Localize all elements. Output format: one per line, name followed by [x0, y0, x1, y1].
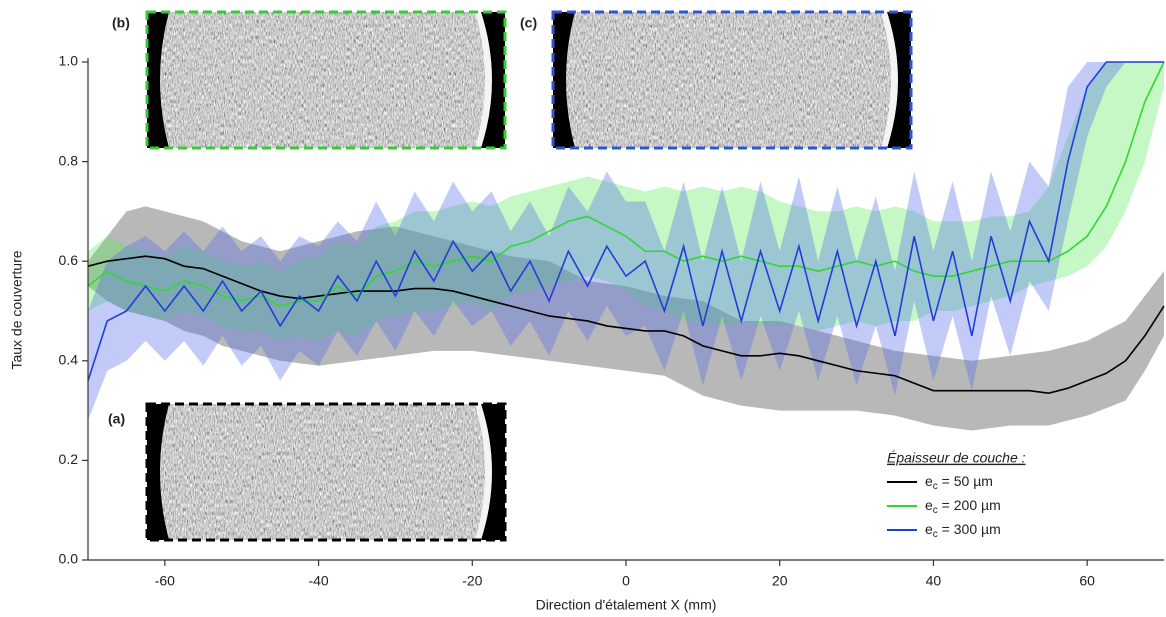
inset-edge [553, 12, 575, 148]
x-tick-label: 20 [772, 573, 788, 589]
y-tick-label: 0.0 [59, 551, 79, 567]
x-tick-label: 0 [622, 573, 630, 589]
inset-edge [481, 12, 505, 148]
x-tick-label: -20 [462, 573, 482, 589]
error-band [88, 62, 1164, 421]
y-tick-label: 0.2 [59, 451, 79, 467]
error-band [88, 206, 1164, 431]
inset-label: (c) [520, 15, 537, 31]
inset-border [551, 10, 913, 150]
inset-edge [475, 12, 492, 148]
series-line [87, 255, 1165, 394]
x-tick-label: -40 [308, 573, 328, 589]
plot-area [87, 61, 1165, 431]
inset-label: (a) [108, 411, 125, 427]
inset-border [145, 10, 507, 150]
y-tick-label: 0.4 [59, 352, 79, 368]
inset-edge [887, 12, 911, 148]
legend-label: ec = 300 µm [925, 521, 1001, 540]
inset-image [147, 404, 505, 540]
inset-border [145, 402, 507, 542]
x-tick-label: 40 [926, 573, 942, 589]
x-axis-label: Direction d'étalement X (mm) [536, 597, 717, 613]
legend-label: ec = 200 µm [925, 497, 1001, 516]
inset-edge [481, 404, 505, 540]
series-line [87, 61, 1164, 381]
inset-edge [881, 12, 898, 148]
error-band [88, 62, 1164, 341]
inset-edge [475, 404, 492, 540]
x-tick-label: -60 [155, 573, 175, 589]
legend-label: ec = 50 µm [925, 473, 993, 492]
inset-edge [147, 12, 169, 148]
y-axis-label: Taux de couverture [9, 250, 25, 369]
inset-label: (b) [112, 15, 130, 31]
legend-title: Épaisseur de couche : [887, 450, 1026, 466]
inset-image [553, 12, 911, 148]
inset-edge [147, 404, 169, 540]
x-tick-label: 60 [1079, 573, 1095, 589]
y-tick-label: 0.6 [59, 252, 79, 268]
inset-image [147, 12, 505, 148]
y-tick-label: 1.0 [59, 53, 79, 69]
y-tick-label: 0.8 [59, 152, 79, 168]
